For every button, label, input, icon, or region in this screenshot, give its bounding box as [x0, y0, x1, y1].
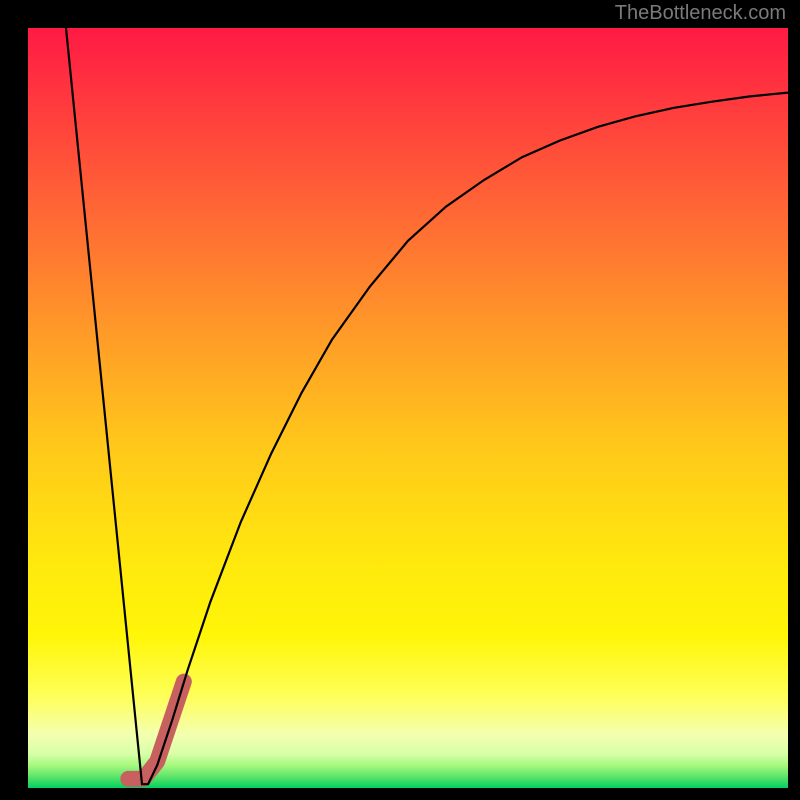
watermark-text: TheBottleneck.com: [615, 2, 786, 25]
curves-layer: [28, 28, 788, 788]
plot-area: [28, 28, 788, 788]
main-curve: [66, 28, 788, 784]
